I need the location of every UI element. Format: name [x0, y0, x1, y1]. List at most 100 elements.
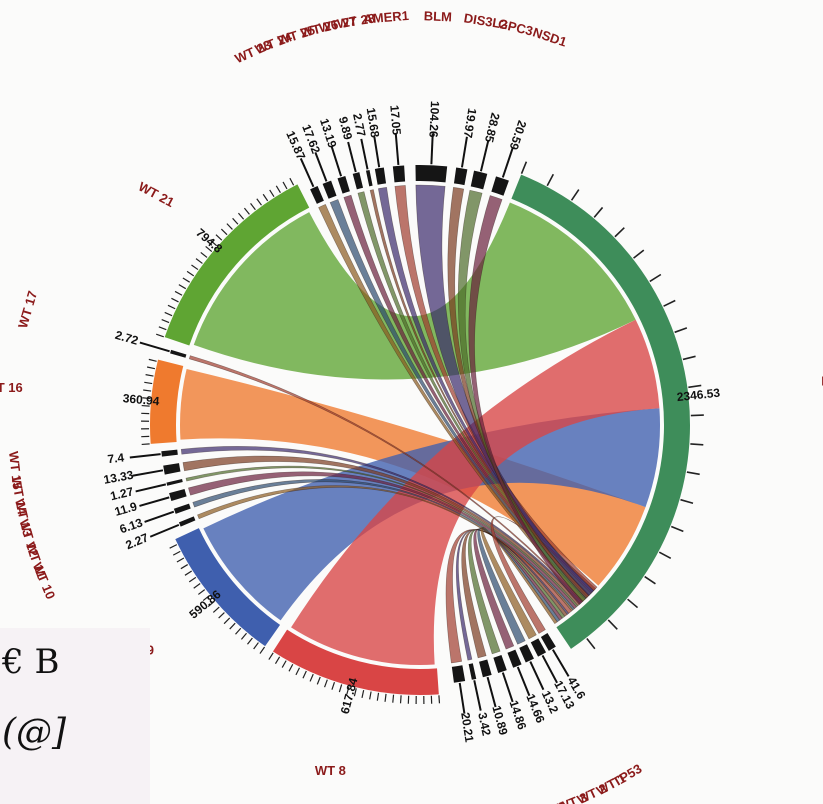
leader-wt-26: [347, 141, 357, 173]
segment-value-wt-27: 2.77: [350, 112, 368, 138]
leader-wt-25: [330, 146, 343, 177]
segment-gpc3: [470, 170, 488, 190]
ribbon-wt-10: [197, 485, 574, 612]
tick-wt-21: [178, 284, 187, 290]
ribbon-wt-6: [455, 529, 569, 661]
tick-pax6: [674, 327, 688, 334]
tick-wt-21: [269, 189, 275, 198]
tick-wt-21: [226, 223, 233, 230]
tick-pax6: [658, 551, 672, 560]
tick-9: [223, 617, 231, 625]
leader-gpc3: [479, 140, 490, 172]
segment-wt-10: [178, 516, 196, 527]
tick-9: [193, 583, 201, 589]
ribbon-wt-4: [467, 528, 566, 655]
segment-value-dis3l2: 19.97: [461, 107, 480, 139]
leader-wt-5: [486, 676, 497, 708]
tick-wt-21: [220, 228, 228, 236]
tick-pax6: [593, 206, 604, 218]
segment-amer1: [392, 165, 406, 183]
tick-wt-8: [438, 695, 441, 704]
tick-wt-16: [146, 366, 156, 370]
tick-9: [259, 646, 266, 654]
handwritten-note-paper: € B (@]: [0, 628, 150, 804]
tick-9: [240, 632, 247, 640]
ribbon-wt-7: [445, 529, 573, 664]
tick-wt-16: [145, 374, 154, 377]
tick-wt-16: [143, 389, 152, 392]
tick-pax6: [686, 471, 700, 476]
segment-value-wt-16: 360.94: [122, 391, 160, 408]
ribbon-tp53: [490, 516, 596, 634]
tick-wt-8: [302, 670, 307, 679]
tick-9: [235, 627, 242, 635]
segment-wt-25: [337, 175, 350, 194]
segment-value-wt-26: 9.89: [336, 115, 355, 141]
tick-wt-21: [174, 290, 183, 296]
segment-nsd1: [491, 176, 509, 196]
segment-name-wt-21: WT 21: [136, 179, 177, 210]
ribbon-wt-21: [193, 202, 636, 380]
segment-wt-21: [164, 184, 310, 346]
ribbon-wt-3: [473, 528, 563, 650]
leader-dis3l2: [460, 136, 468, 168]
segment-value-wt-28: 15.68: [364, 107, 383, 139]
tick-wt-21: [200, 251, 208, 258]
tick-pax6: [663, 299, 676, 307]
ribbon-wt-12: [188, 471, 577, 610]
tick-wt-21: [210, 240, 218, 247]
segment-wt-24: [322, 180, 337, 199]
segment-value-pax6: 2346.53: [676, 386, 721, 404]
segment-name-nsd1: NSD1: [531, 24, 569, 49]
tick-pax6: [690, 443, 704, 446]
tick-pax6: [688, 384, 702, 389]
tick-9: [218, 612, 225, 619]
tick-9: [253, 642, 259, 650]
segment-value-wt-7: 20.21: [458, 711, 476, 743]
segment-wt-15: [161, 449, 178, 457]
tick-9: [212, 606, 220, 613]
tick-wt-21: [164, 311, 173, 317]
tick-wt-21: [262, 193, 269, 202]
tick-wt-21: [243, 207, 250, 215]
segment-name-wt-10: WT 10: [30, 560, 59, 601]
ribbon-wt-27: [369, 189, 593, 594]
tick-wt-21: [237, 212, 245, 220]
tick-wt-8: [369, 691, 372, 700]
segment-wt-16: [149, 359, 184, 444]
segment-name-wt-15: WT 15: [6, 450, 25, 490]
ribbon-wt-5: [461, 529, 568, 659]
tick-pax6: [649, 273, 662, 283]
tick-9: [169, 544, 178, 549]
tick-wt-16: [144, 381, 153, 385]
segment-dis3l2: [453, 167, 468, 186]
tick-wt-21: [289, 177, 295, 186]
handwritten-note-line-2: (@]: [2, 712, 67, 753]
leader-wt-13: [135, 483, 167, 493]
tick-9: [246, 637, 253, 645]
segment-value-gpc3: 28.85: [482, 111, 503, 144]
tick-wt-21: [186, 270, 195, 277]
tick-wt-8: [399, 695, 402, 704]
segment-pax6: [511, 174, 690, 649]
tick-wt-8: [353, 688, 357, 697]
leader-wt-6: [473, 680, 482, 711]
leader-tp53: [551, 649, 570, 677]
leader-wt-4: [501, 672, 514, 703]
tick-pax6: [614, 227, 625, 238]
tick-wt-8: [384, 693, 387, 702]
leader-wt-1: [541, 654, 558, 684]
chord-segments: [149, 165, 690, 695]
segment-value-wt-6: 3.42: [475, 711, 494, 737]
segment-9: [175, 528, 281, 647]
tick-wt-21: [232, 217, 239, 225]
chord-ticks: [129, 133, 704, 714]
segment-tp53: [540, 633, 556, 651]
leader-nsd1: [501, 147, 514, 178]
segment-name-wt-16: WT 16: [0, 380, 23, 395]
ribbon-dis3l2: [447, 186, 590, 599]
leader-wt-12: [139, 496, 170, 507]
segment-name-tp53: TP53: [610, 761, 644, 790]
